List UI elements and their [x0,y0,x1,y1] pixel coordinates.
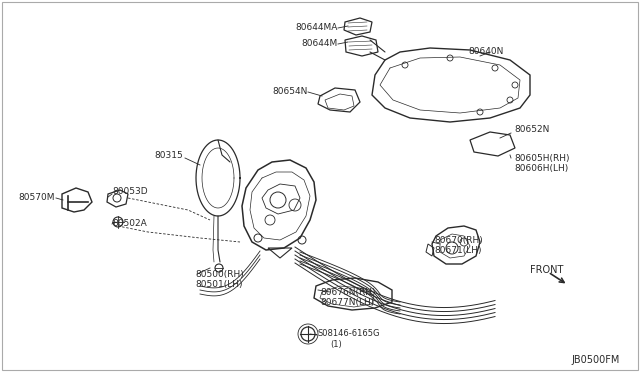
Text: 80605H(RH): 80605H(RH) [514,154,570,163]
Text: 80500(RH): 80500(RH) [195,269,244,279]
Text: 80670(RH): 80670(RH) [434,235,483,244]
Text: 80053D: 80053D [112,187,148,196]
Text: 80570M: 80570M [19,193,55,202]
Text: FRONT: FRONT [530,265,563,275]
Text: 80644M: 80644M [301,39,338,48]
Text: 80501(LH): 80501(LH) [195,280,243,289]
Text: 80676N(RH): 80676N(RH) [320,288,376,296]
Text: S08146-6165G: S08146-6165G [318,330,381,339]
Text: 80606H(LH): 80606H(LH) [514,164,568,173]
Text: 80644MA: 80644MA [296,23,338,32]
Text: 80677N(LH): 80677N(LH) [320,298,374,308]
Text: 80315: 80315 [154,151,183,160]
Text: JB0500FM: JB0500FM [572,355,620,365]
Text: 80671(LH): 80671(LH) [434,247,481,256]
Text: 80640N: 80640N [468,48,504,57]
Text: 80654N: 80654N [273,87,308,96]
Text: (1): (1) [330,340,342,349]
Text: 80652N: 80652N [514,125,549,135]
Text: 80502A: 80502A [112,219,147,228]
